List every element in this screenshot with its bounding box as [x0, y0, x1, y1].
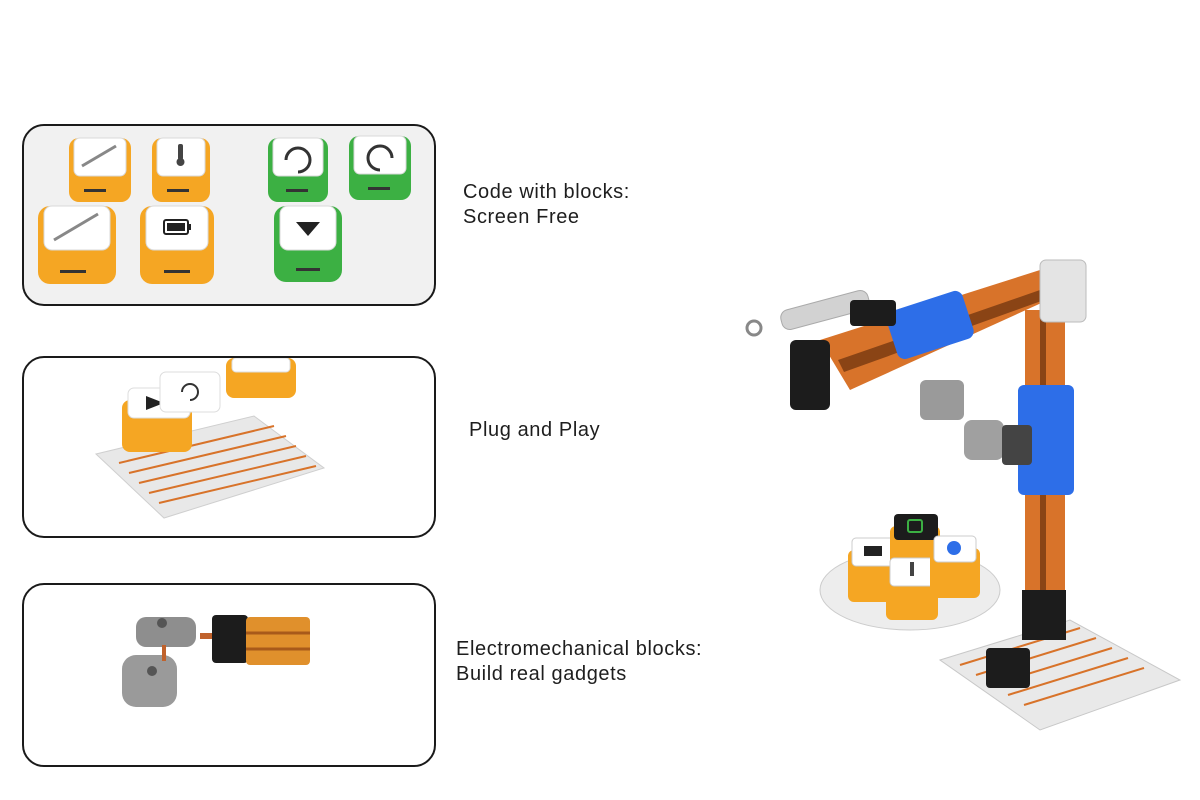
green-block — [349, 135, 411, 200]
electromech-illustration — [122, 615, 310, 707]
green-block — [274, 205, 342, 282]
robot-arm-illustration — [745, 259, 1182, 731]
caption-plug-play: Plug and Play — [469, 419, 601, 441]
panel-code-blocks — [22, 124, 436, 306]
arrow-down-icon — [296, 222, 320, 236]
battery-icon — [163, 219, 191, 235]
caption-electromech: Electromechanical blocks: Build real gad… — [456, 638, 703, 685]
bluetooth-icon — [947, 541, 961, 555]
rotate-cw-icon — [366, 144, 394, 172]
joint-bracket — [1039, 259, 1087, 323]
blue-clamp — [1018, 385, 1074, 495]
gray-bracket — [122, 617, 196, 707]
rotate-icon — [181, 383, 199, 401]
actuator-icon — [53, 212, 99, 242]
caption-code-blocks: Code with blocks: Screen Free — [463, 181, 630, 228]
white-block — [159, 371, 221, 413]
play-arrow-icon — [146, 396, 164, 410]
vibration-icon — [907, 519, 923, 533]
horizontal-arm — [790, 259, 1087, 410]
battery-icon — [864, 546, 882, 556]
base-blocks — [848, 514, 980, 620]
linear-actuator — [745, 289, 896, 337]
orange-block — [152, 137, 210, 202]
rotate-ccw-icon — [284, 146, 312, 174]
orange-block — [38, 205, 116, 284]
panel-plug-play — [22, 356, 436, 538]
blue-arm-clamp — [886, 290, 974, 360]
orange-block — [69, 137, 131, 202]
orange-block — [226, 358, 296, 398]
breadboard-rails — [118, 425, 317, 504]
panel-electromech — [22, 583, 436, 767]
breadboard-illustration — [94, 358, 326, 519]
orange-rail-block — [246, 617, 310, 665]
vertical-column — [986, 310, 1074, 688]
servo-base — [986, 648, 1030, 688]
orange-block — [140, 205, 214, 284]
arm-end-block — [790, 340, 830, 410]
thermometer-icon — [176, 144, 185, 166]
actuator-icon — [81, 144, 117, 168]
thermometer-icon — [910, 562, 914, 576]
gripper — [920, 380, 1032, 465]
block-illustration — [38, 135, 411, 284]
dark-motor-block — [200, 615, 248, 663]
green-block — [268, 137, 328, 202]
